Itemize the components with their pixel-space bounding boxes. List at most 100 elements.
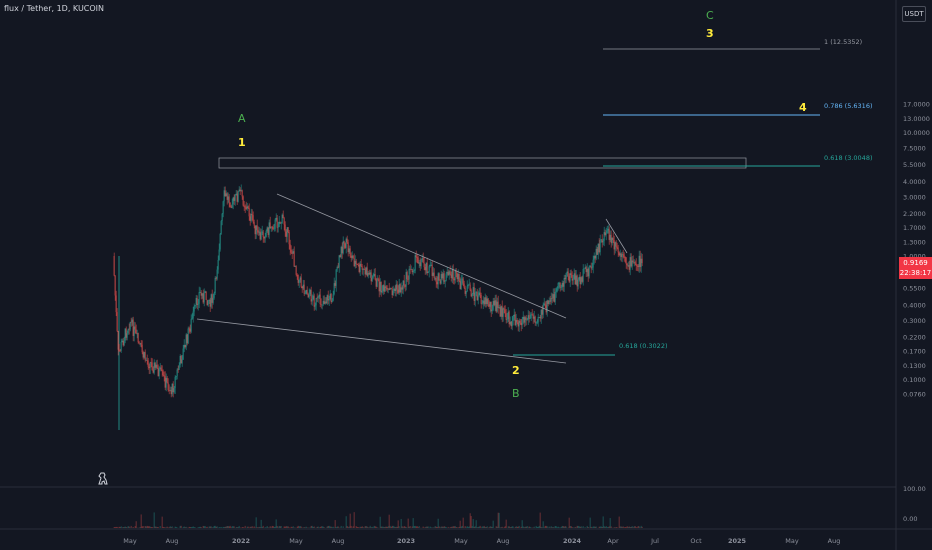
volume-bar (215, 526, 217, 528)
volume-bar (624, 526, 626, 528)
volume-bar (503, 527, 505, 528)
volume-bar (447, 526, 449, 528)
drawings[interactable] (196, 48, 820, 364)
candle-body (586, 269, 588, 273)
volume-bar (432, 527, 434, 528)
candle-body (425, 262, 427, 271)
volume-bar (576, 525, 578, 528)
candle-body (138, 342, 140, 343)
volume-bar (262, 525, 264, 528)
candle-body (363, 269, 365, 270)
volume-bar (521, 520, 523, 528)
candle-body (490, 301, 492, 312)
candle-body (230, 206, 232, 208)
candle-body (469, 284, 471, 291)
resistance-zone-box[interactable] (218, 157, 747, 169)
volume-bar (560, 526, 562, 528)
volume-bar (194, 527, 196, 528)
volume-bar (561, 525, 563, 528)
candle-body (150, 362, 152, 363)
candle-body (122, 340, 124, 346)
candle-body (495, 300, 497, 312)
time-tick-label: 2025 (728, 537, 747, 545)
volume-bar (335, 527, 337, 528)
volume-bar (389, 525, 391, 528)
candle-body (172, 383, 174, 393)
candle-body (213, 293, 215, 298)
volume-bar (155, 526, 157, 528)
candle-body (448, 271, 450, 276)
candle-body (551, 297, 553, 299)
candle-body (152, 370, 154, 373)
candle-body (473, 287, 475, 301)
volume-bar (457, 527, 459, 528)
price-axis[interactable]: 17.0000 13.0000 10.0000 7.5000 5.5000 4.0000 3… (903, 101, 930, 399)
volume-bar (249, 526, 251, 528)
wedge-upper-trendline[interactable] (276, 193, 567, 319)
time-axis[interactable]: May Aug 2022 May Aug 2023 May Aug 2024 Apr Jul Oct 2… (123, 537, 840, 545)
time-tick-label: 2022 (232, 537, 250, 545)
candle-body (309, 289, 311, 295)
volume-bar (261, 526, 263, 528)
volume-bar (509, 527, 511, 528)
candle-body (518, 320, 520, 327)
volume-bar (443, 526, 445, 528)
candle-body (429, 265, 431, 267)
candle-body (399, 284, 401, 293)
volume-bar (213, 525, 215, 528)
volume-bar (615, 527, 617, 528)
candle-body (607, 228, 609, 231)
candle-body (231, 204, 233, 208)
wave-label-c: C (706, 9, 714, 22)
candle-body (279, 221, 281, 224)
price-tick-label: 5.5000 (903, 161, 926, 169)
volume-bar (226, 526, 228, 528)
candle-body (288, 232, 290, 245)
candle-body (625, 257, 627, 264)
candle-body (514, 314, 516, 326)
candle-body (608, 228, 610, 240)
candle-body (119, 350, 121, 352)
candle-body (585, 267, 587, 273)
candle-body (319, 294, 321, 305)
candle-body (455, 270, 457, 273)
volume-bar (394, 527, 396, 528)
volume-bar (465, 527, 467, 528)
candle-body (583, 268, 585, 270)
candle-body (615, 242, 617, 247)
candle-body (281, 214, 283, 223)
candle-body (307, 294, 309, 298)
candle-body (181, 359, 183, 364)
candle-body (176, 369, 178, 377)
volume-bar (190, 527, 192, 528)
volume-bar (403, 525, 405, 528)
volume-bar (156, 527, 158, 528)
candle-body (531, 314, 533, 316)
time-tick-label: Oct (690, 537, 702, 545)
candle-body (612, 237, 614, 241)
volume-bar (242, 527, 244, 528)
wedge-lower-trendline[interactable] (196, 318, 567, 364)
volume-bar (276, 525, 278, 528)
candle-body (640, 258, 642, 268)
volume-bar (479, 525, 481, 528)
candle-body (558, 282, 560, 284)
candle-body (236, 193, 238, 202)
volume-bar (347, 527, 349, 528)
volume-bar (633, 526, 635, 528)
candle-body (377, 278, 379, 280)
candle-body (130, 321, 132, 323)
volume-bar (113, 527, 115, 528)
currency-unit-button[interactable]: USDT (902, 6, 926, 22)
candle-body (351, 255, 353, 258)
candle-body (438, 273, 440, 281)
candle-body (118, 349, 120, 351)
price-tick-label: 0.3000 (903, 317, 926, 325)
recent-downtrend-line[interactable] (605, 218, 628, 254)
volume-bar (350, 525, 352, 528)
volume-bar (427, 526, 429, 528)
candle-body (517, 322, 519, 327)
wave-labels[interactable]: C 3 A 1 4 2 B (238, 9, 807, 400)
candle-body (398, 284, 400, 293)
